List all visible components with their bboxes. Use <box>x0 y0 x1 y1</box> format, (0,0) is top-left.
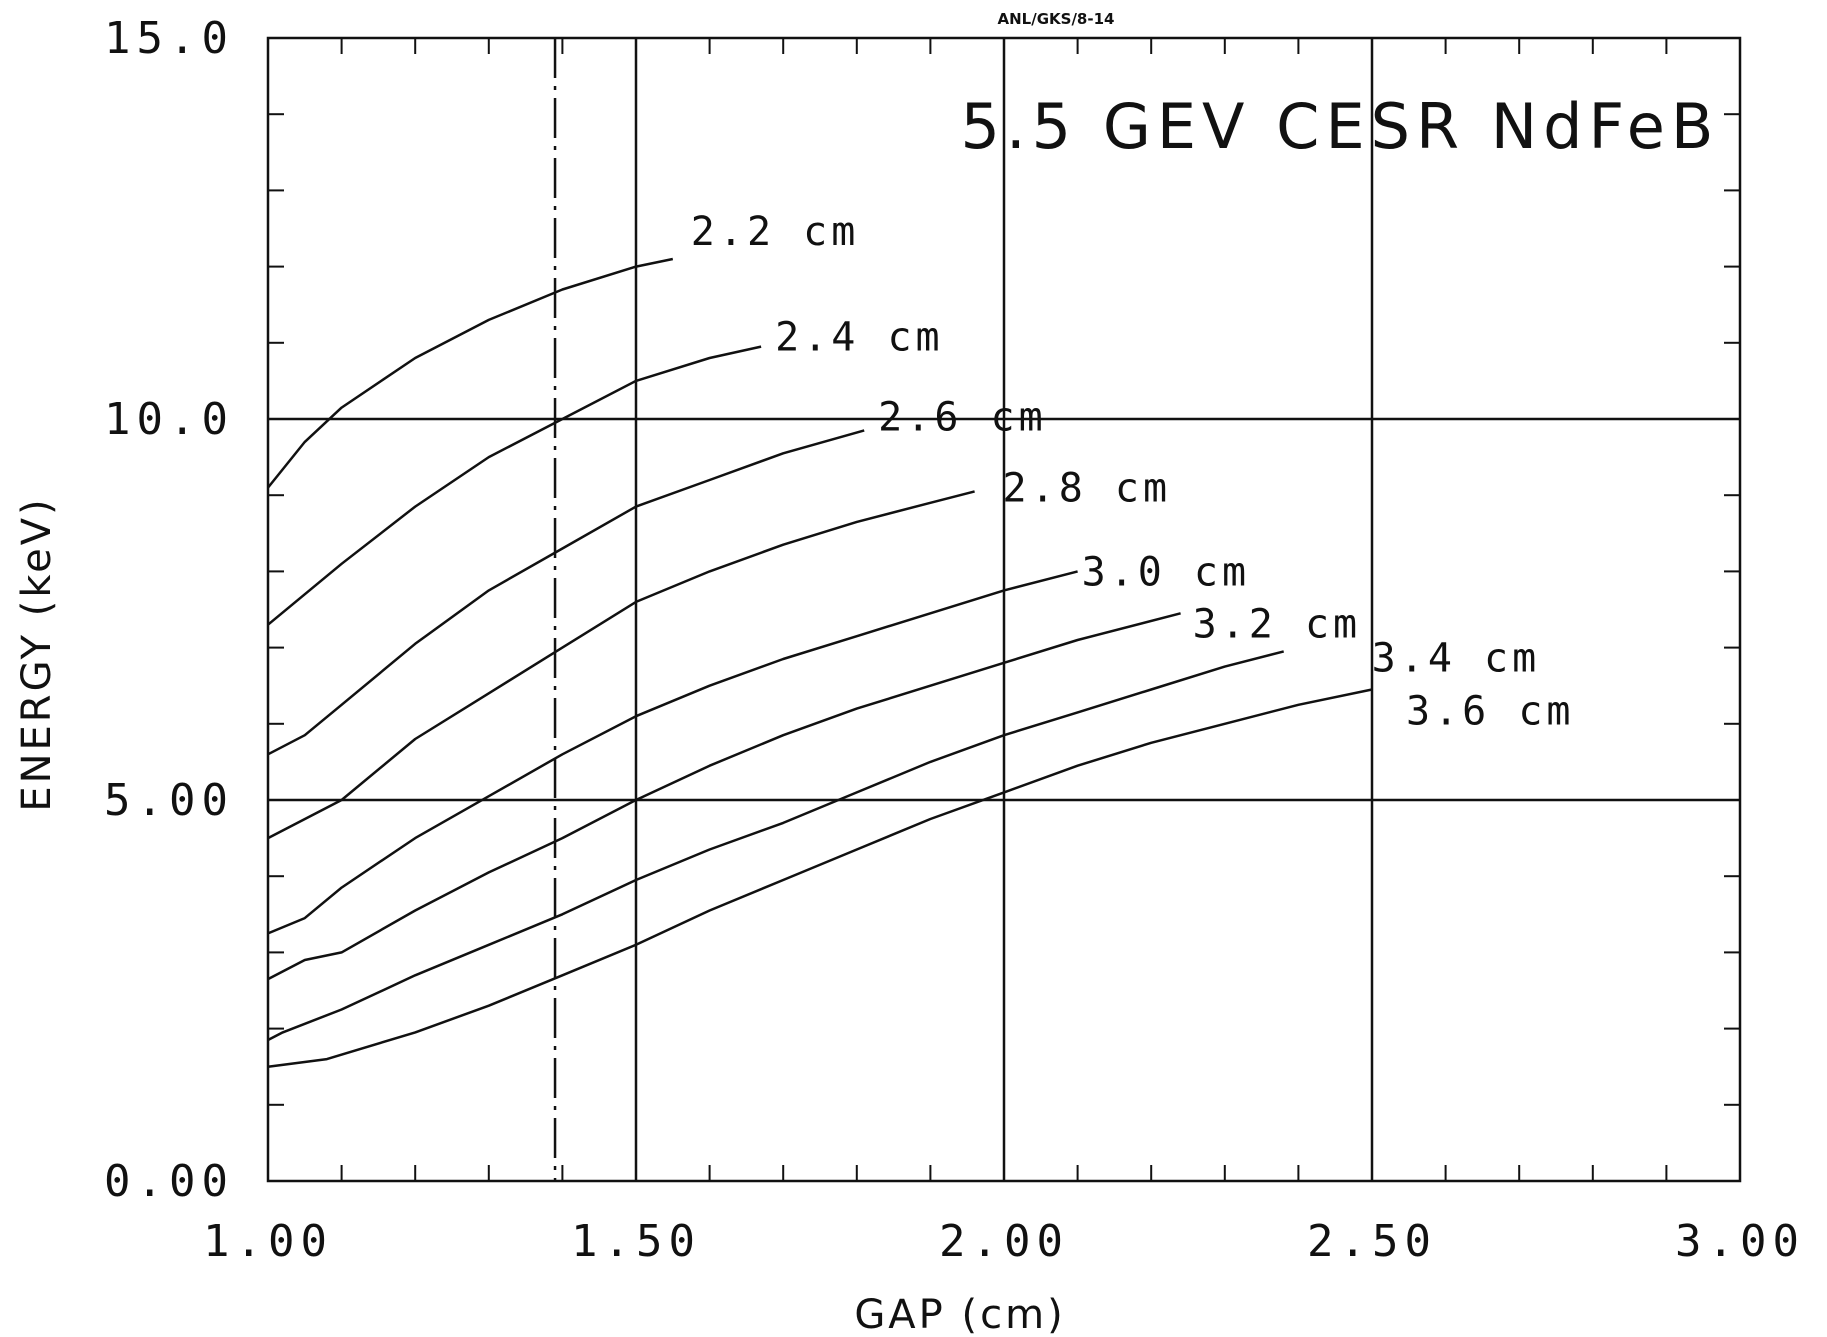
series-line <box>267 650 1285 1042</box>
grid <box>268 38 1740 1181</box>
y-tick-label: 0.00 <box>104 1156 234 1207</box>
y-tick-label: 10.0 <box>104 394 234 445</box>
x-tick-label: 1.50 <box>571 1216 701 1267</box>
ticks-group <box>268 38 1740 1181</box>
series-line <box>267 429 865 756</box>
x-axis-title: GAP (cm) <box>854 1292 1065 1337</box>
series-label: 2.2 cm <box>691 209 860 255</box>
series-label: 3.6 cm <box>1406 689 1575 735</box>
series-line <box>267 345 762 626</box>
chart-title: 5.5 GEV CESR NdFeB <box>961 90 1720 163</box>
series-line <box>267 612 1181 981</box>
series-line <box>267 490 975 840</box>
x-tick-label: 3.00 <box>1675 1216 1805 1267</box>
x-tick-label: 2.50 <box>1307 1216 1437 1267</box>
y-tick-label: 15.0 <box>104 13 234 64</box>
series-line <box>267 570 1078 935</box>
x-tick-label: 1.00 <box>203 1216 333 1267</box>
series-label: 3.0 cm <box>1082 549 1251 595</box>
series-label: 3.2 cm <box>1193 601 1362 647</box>
series-group <box>267 257 1373 1068</box>
labels-group: 1.00 1.50 2.00 2.50 3.00 0.00 5.00 10.0 15.0 2.2 … <box>104 13 1805 1267</box>
series-label: 2.8 cm <box>1003 465 1172 511</box>
y-tick-label: 5.00 <box>104 775 234 826</box>
series-line <box>267 688 1373 1068</box>
series-label: 3.4 cm <box>1372 635 1541 681</box>
series-line <box>267 257 674 489</box>
chart-tag: ANL/GKS/8-14 <box>998 10 1115 28</box>
x-tick-label: 2.00 <box>939 1216 1069 1267</box>
series-label: 2.6 cm <box>878 394 1046 440</box>
series-label: 2.4 cm <box>775 315 944 361</box>
y-axis-title: ENERGY (keV) <box>14 496 60 811</box>
